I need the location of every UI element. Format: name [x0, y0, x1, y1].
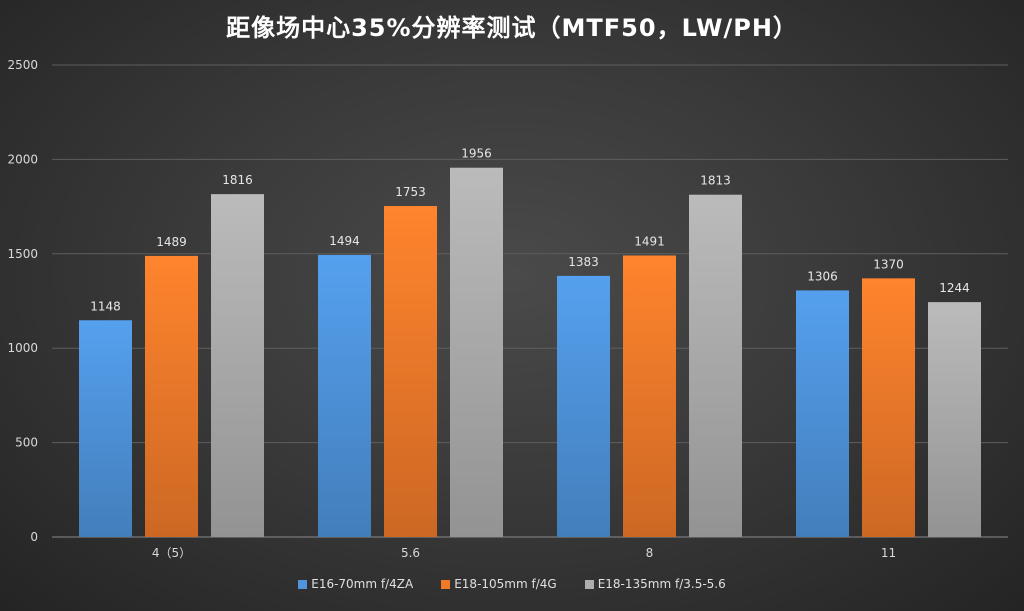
bar — [145, 255, 198, 537]
legend-label: E16-70mm f/4ZA — [311, 577, 414, 591]
legend: E16-70mm f/4ZA E18-105mm f/4G E18-135mm f/… — [0, 577, 1024, 591]
y-tick-label: 2000 — [7, 152, 38, 166]
data-label: 1244 — [939, 281, 970, 295]
legend-label: E18-105mm f/4G — [454, 577, 557, 591]
x-tick-label: 11 — [881, 546, 896, 560]
bar — [623, 255, 676, 537]
bar — [557, 275, 610, 537]
data-label: 1956 — [461, 147, 492, 161]
chart-title: 距像场中心35%分辨率测试（MTF50，LW/PH） — [226, 14, 798, 42]
legend-item: E18-135mm f/3.5-5.6 — [584, 577, 726, 591]
x-tick-label: 4（5） — [152, 546, 191, 560]
bar — [796, 290, 849, 537]
data-label: 1306 — [807, 269, 838, 283]
y-tick-label: 500 — [15, 436, 38, 450]
bar — [318, 254, 371, 537]
data-label: 1494 — [329, 234, 360, 248]
data-label: 1491 — [634, 234, 665, 248]
data-label: 1383 — [568, 255, 599, 269]
data-label: 1816 — [222, 173, 253, 187]
bar — [450, 167, 503, 537]
data-label: 1753 — [395, 185, 426, 199]
legend-swatch — [298, 579, 308, 589]
data-label: 1813 — [700, 174, 731, 188]
data-label: 1148 — [90, 299, 121, 313]
y-tick-label: 1000 — [7, 341, 38, 355]
bar — [928, 302, 981, 537]
bar — [384, 206, 437, 537]
bar — [862, 278, 915, 537]
y-tick-label: 2500 — [7, 58, 38, 72]
x-tick-label: 8 — [646, 546, 654, 560]
data-label: 1489 — [156, 235, 187, 249]
bar — [689, 194, 742, 537]
legend-label: E18-135mm f/3.5-5.6 — [597, 577, 726, 591]
legend-swatch — [584, 579, 594, 589]
y-tick-label: 1500 — [7, 247, 38, 261]
bar — [211, 194, 264, 537]
y-tick-label: 0 — [30, 530, 38, 544]
legend-swatch — [441, 579, 451, 589]
data-label: 1370 — [873, 257, 904, 271]
bar — [79, 320, 132, 537]
legend-item: E18-105mm f/4G — [441, 577, 557, 591]
x-tick-label: 5.6 — [401, 546, 420, 560]
legend-item: E16-70mm f/4ZA — [298, 577, 413, 591]
